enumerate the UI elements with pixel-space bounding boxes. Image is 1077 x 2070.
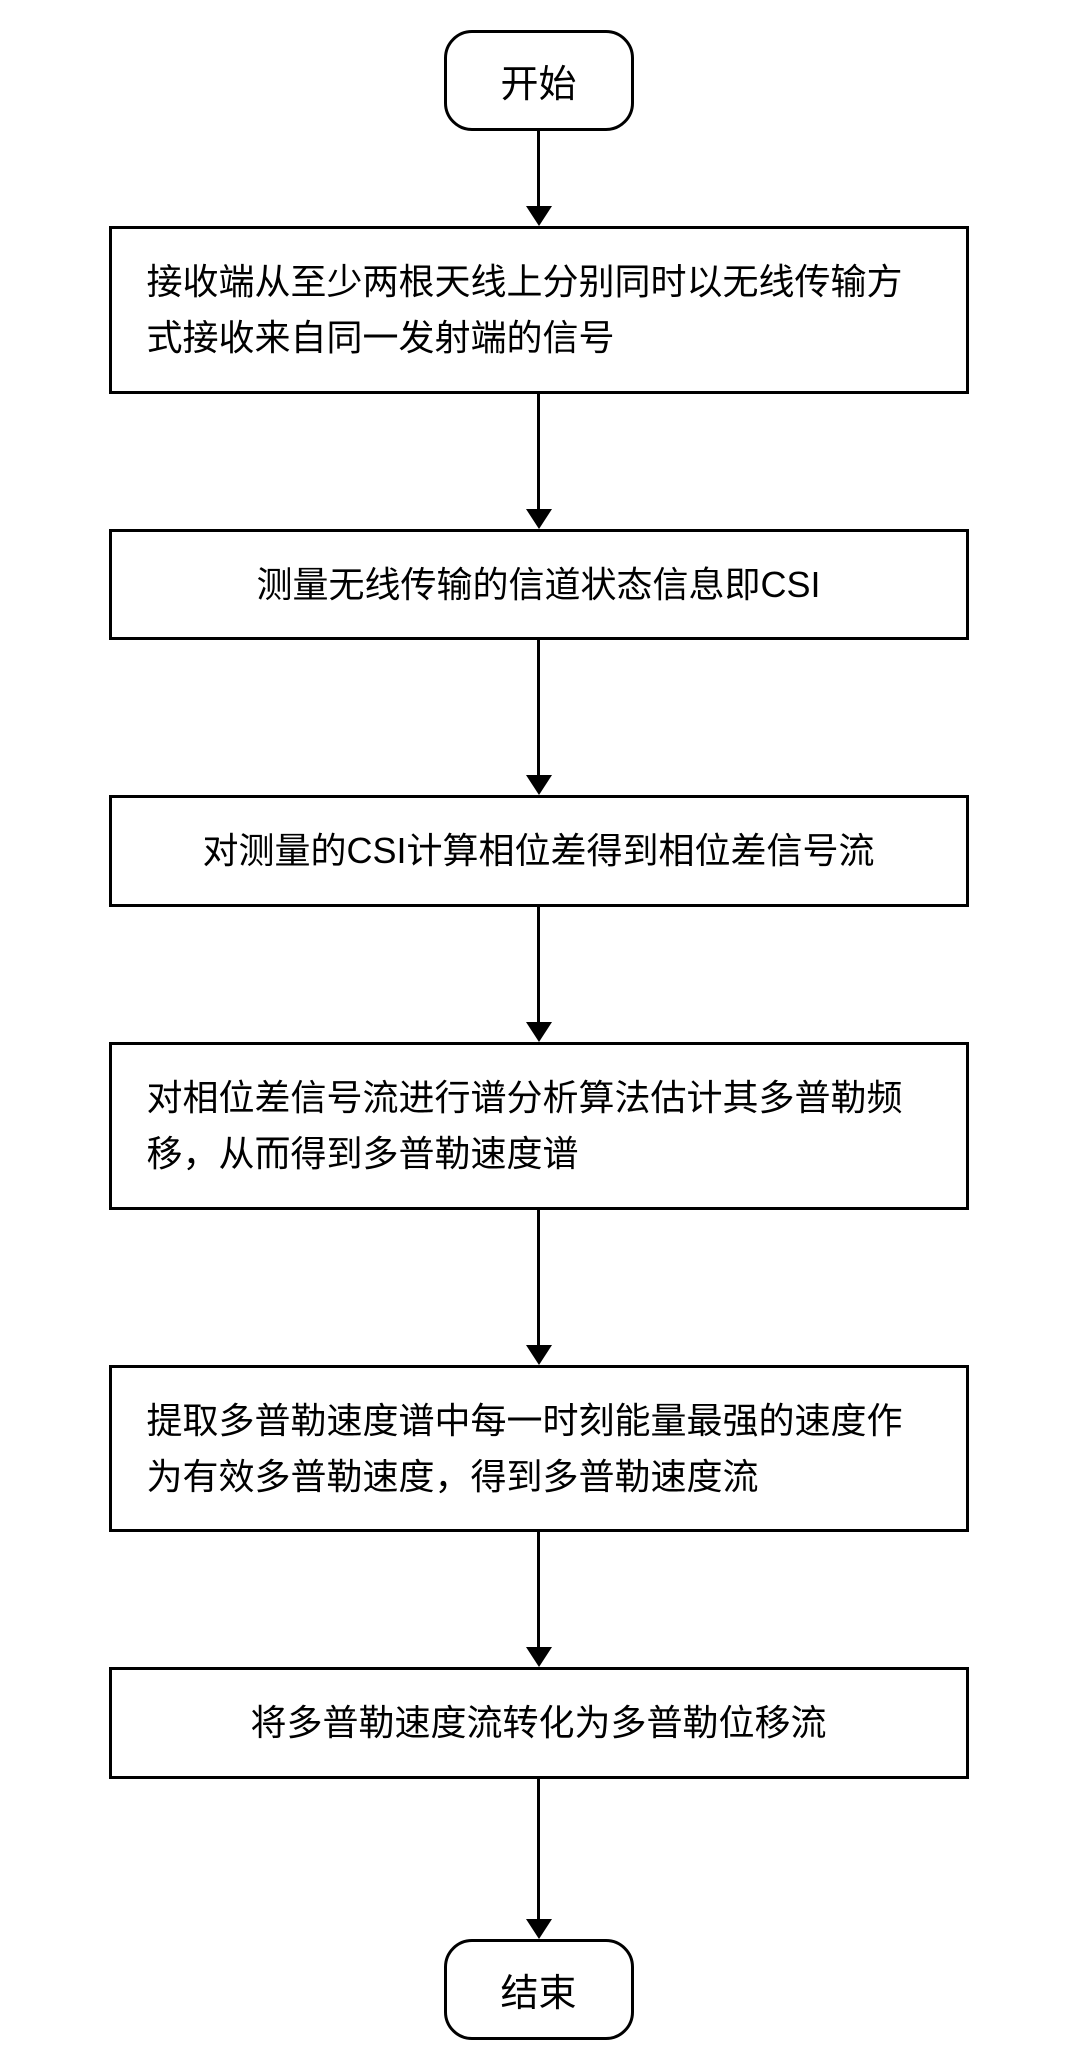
arrow-line [537,1779,540,1919]
arrow-line [537,907,540,1022]
step6-label: 将多普勒速度流转化为多普勒位移流 [250,1695,826,1751]
arrow-head [526,1647,552,1667]
step3-label: 对测量的CSI计算相位差得到相位差信号流 [202,823,874,879]
arrow-line [537,131,540,206]
step2-label: 测量无线传输的信道状态信息即CSI [256,557,820,613]
process-step1: 接收端从至少两根天线上分别同时以无线传输方式接收来自同一发射端的信号 [109,226,969,394]
end-label: 结束 [500,1962,576,2017]
arrow-head [526,1022,552,1042]
arrow-line [537,640,540,775]
arrow-head [526,1345,552,1365]
end-node: 结束 [444,1939,634,2040]
arrow-3 [526,907,552,1042]
process-step2: 测量无线传输的信道状态信息即CSI [109,529,969,641]
arrow-head [526,1919,552,1939]
arrow-2 [526,640,552,795]
arrow-6 [526,1779,552,1939]
start-label: 开始 [500,53,576,108]
start-node: 开始 [444,30,634,131]
flowchart-container: 开始 接收端从至少两根天线上分别同时以无线传输方式接收来自同一发射端的信号 测量… [0,30,1077,2040]
arrow-5 [526,1532,552,1667]
arrow-line [537,394,540,509]
step1-label: 接收端从至少两根天线上分别同时以无线传输方式接收来自同一发射端的信号 [147,254,931,366]
process-step3: 对测量的CSI计算相位差得到相位差信号流 [109,795,969,907]
arrow-4 [526,1210,552,1365]
process-step4: 对相位差信号流进行谱分析算法估计其多普勒频移，从而得到多普勒速度谱 [109,1042,969,1210]
process-step5: 提取多普勒速度谱中每一时刻能量最强的速度作为有效多普勒速度，得到多普勒速度流 [109,1365,969,1533]
arrow-line [537,1532,540,1647]
arrow-head [526,206,552,226]
arrow-0 [526,131,552,226]
arrow-line [537,1210,540,1345]
step5-label: 提取多普勒速度谱中每一时刻能量最强的速度作为有效多普勒速度，得到多普勒速度流 [147,1393,931,1505]
arrow-head [526,509,552,529]
process-step6: 将多普勒速度流转化为多普勒位移流 [109,1667,969,1779]
arrow-1 [526,394,552,529]
step4-label: 对相位差信号流进行谱分析算法估计其多普勒频移，从而得到多普勒速度谱 [147,1070,931,1182]
arrow-head [526,775,552,795]
